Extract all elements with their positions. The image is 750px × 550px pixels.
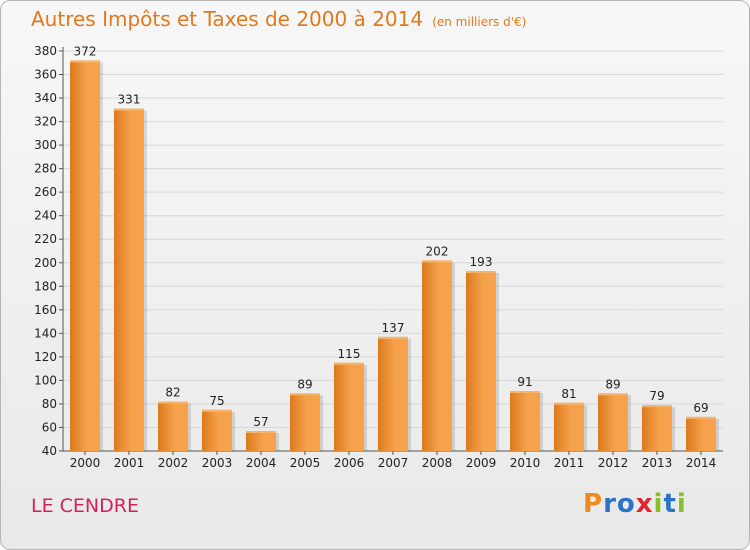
logo-letter: x <box>635 489 654 519</box>
bar-2013 <box>642 405 672 451</box>
x-tick-label-2012: 2012 <box>598 456 629 470</box>
bar-2010 <box>510 391 540 451</box>
bar-2011 <box>554 402 584 451</box>
x-tick-label-2003: 2003 <box>202 456 233 470</box>
y-tick-label: 340 <box>34 91 57 105</box>
y-tick-label: 240 <box>34 209 57 223</box>
value-label-2013: 79 <box>649 389 664 403</box>
value-label-2009: 193 <box>470 255 493 269</box>
y-tick-label: 260 <box>34 185 57 199</box>
x-tick-label-2011: 2011 <box>554 456 585 470</box>
value-label-2002: 82 <box>165 386 180 400</box>
x-tick-label-2002: 2002 <box>158 456 189 470</box>
chart-title-main: Autres Impôts et Taxes de 2000 à 2014 <box>31 7 424 31</box>
bar-2006 <box>334 362 364 451</box>
y-tick-label: 300 <box>34 138 57 152</box>
value-label-2011: 81 <box>561 387 576 401</box>
bar-2009 <box>466 271 496 451</box>
value-label-2010: 91 <box>517 375 532 389</box>
logo-letter: i <box>653 489 664 519</box>
x-tick-label-2001: 2001 <box>114 456 145 470</box>
value-label-2006: 115 <box>338 347 361 361</box>
logo-letter: P <box>583 489 604 519</box>
y-tick-label: 60 <box>42 420 57 434</box>
city-name: LE CENDRE <box>31 495 139 517</box>
x-tick-label-2006: 2006 <box>334 456 365 470</box>
bar-top-highlight <box>290 393 320 396</box>
y-tick-label: 320 <box>34 115 57 129</box>
y-tick-label: 100 <box>34 373 57 387</box>
value-label-2005: 89 <box>297 377 312 391</box>
y-tick-label: 140 <box>34 326 57 340</box>
bar-2003 <box>202 409 232 451</box>
bar-2012 <box>598 393 628 451</box>
y-tick-label: 280 <box>34 162 57 176</box>
x-tick-label-2013: 2013 <box>642 456 673 470</box>
y-tick-label: 80 <box>42 397 57 411</box>
bar-2000 <box>70 60 100 451</box>
y-tick-label: 40 <box>42 444 57 458</box>
y-tick-label: 120 <box>34 350 57 364</box>
logo-letter: r <box>603 489 617 519</box>
value-label-2014: 69 <box>693 401 708 415</box>
y-tick-label: 180 <box>34 279 57 293</box>
bar-2002 <box>158 401 188 451</box>
bar-top-highlight <box>246 431 276 433</box>
bar-top-highlight <box>598 393 628 396</box>
value-label-2008: 202 <box>426 244 449 258</box>
bar-top-highlight <box>114 108 144 111</box>
x-tick-label-2008: 2008 <box>422 456 453 470</box>
bar-top-highlight <box>202 409 232 412</box>
x-tick-label-2007: 2007 <box>378 456 409 470</box>
bar-top-highlight <box>70 60 100 63</box>
x-tick-label-2009: 2009 <box>466 456 497 470</box>
value-label-2007: 137 <box>382 321 405 335</box>
bar-2014 <box>686 416 716 451</box>
value-label-2003: 75 <box>209 394 224 408</box>
value-label-2012: 89 <box>605 377 620 391</box>
x-tick-label-2010: 2010 <box>510 456 541 470</box>
x-tick-label-2000: 2000 <box>70 456 101 470</box>
x-tick-label-2014: 2014 <box>686 456 717 470</box>
chart-title: Autres Impôts et Taxes de 2000 à 2014 (e… <box>31 7 526 31</box>
logo-letter: t <box>663 489 677 519</box>
bar-top-highlight <box>158 401 188 404</box>
bar-2008 <box>422 260 452 451</box>
y-tick-label: 360 <box>34 68 57 82</box>
chart-title-unit: (en milliers d'€) <box>432 15 527 29</box>
bar-top-highlight <box>334 362 364 365</box>
bar-2004 <box>246 431 276 451</box>
bar-top-highlight <box>510 391 540 393</box>
y-tick-label: 200 <box>34 256 57 270</box>
bar-2005 <box>290 393 320 451</box>
value-label-2004: 57 <box>253 415 268 429</box>
bar-top-highlight <box>686 416 716 419</box>
bar-top-highlight <box>554 402 584 405</box>
logo-letter: i <box>676 489 687 519</box>
bar-top-highlight <box>422 260 452 263</box>
logo-letter: o <box>616 489 636 519</box>
proxiti-logo: Proxiti <box>583 489 687 519</box>
bar-2001 <box>114 108 144 451</box>
y-tick-label: 380 <box>34 44 57 58</box>
x-tick-label-2005: 2005 <box>290 456 321 470</box>
value-label-2001: 331 <box>118 93 141 107</box>
bar-2007 <box>378 336 408 451</box>
value-label-2000: 372 <box>74 44 97 58</box>
y-tick-label: 220 <box>34 232 57 246</box>
bar-top-highlight <box>466 271 496 273</box>
x-tick-label-2004: 2004 <box>246 456 277 470</box>
bar-top-highlight <box>642 405 672 408</box>
bar-top-highlight <box>378 336 408 339</box>
y-tick-label: 160 <box>34 303 57 317</box>
